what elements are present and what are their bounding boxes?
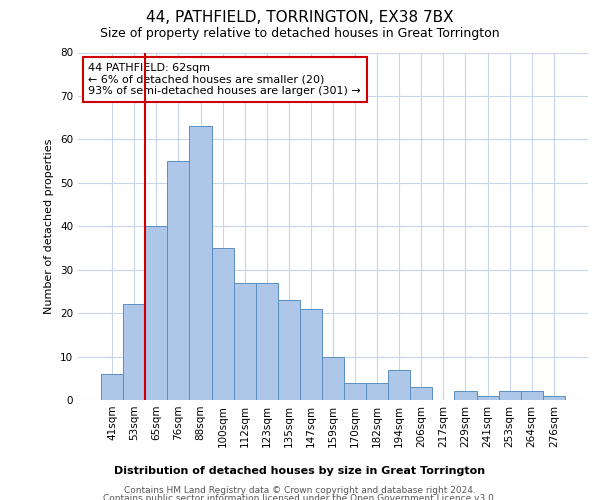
Y-axis label: Number of detached properties: Number of detached properties bbox=[44, 138, 55, 314]
Bar bbox=[388, 370, 410, 400]
Bar bbox=[300, 309, 322, 400]
Bar bbox=[212, 248, 233, 400]
Bar bbox=[278, 300, 300, 400]
Bar bbox=[233, 282, 256, 400]
Bar bbox=[344, 382, 366, 400]
Bar bbox=[123, 304, 145, 400]
Bar bbox=[454, 392, 476, 400]
Bar bbox=[543, 396, 565, 400]
Text: 44, PATHFIELD, TORRINGTON, EX38 7BX: 44, PATHFIELD, TORRINGTON, EX38 7BX bbox=[146, 10, 454, 25]
Bar bbox=[101, 374, 123, 400]
Bar bbox=[366, 382, 388, 400]
Text: Contains public sector information licensed under the Open Government Licence v3: Contains public sector information licen… bbox=[103, 494, 497, 500]
Bar bbox=[322, 356, 344, 400]
Text: 44 PATHFIELD: 62sqm
← 6% of detached houses are smaller (20)
93% of semi-detache: 44 PATHFIELD: 62sqm ← 6% of detached hou… bbox=[88, 63, 361, 96]
Bar bbox=[256, 282, 278, 400]
Text: Distribution of detached houses by size in Great Torrington: Distribution of detached houses by size … bbox=[115, 466, 485, 476]
Bar bbox=[410, 387, 433, 400]
Text: Size of property relative to detached houses in Great Torrington: Size of property relative to detached ho… bbox=[100, 28, 500, 40]
Bar bbox=[499, 392, 521, 400]
Bar bbox=[521, 392, 543, 400]
Bar bbox=[190, 126, 212, 400]
Bar bbox=[167, 161, 190, 400]
Text: Contains HM Land Registry data © Crown copyright and database right 2024.: Contains HM Land Registry data © Crown c… bbox=[124, 486, 476, 495]
Bar bbox=[145, 226, 167, 400]
Bar bbox=[476, 396, 499, 400]
